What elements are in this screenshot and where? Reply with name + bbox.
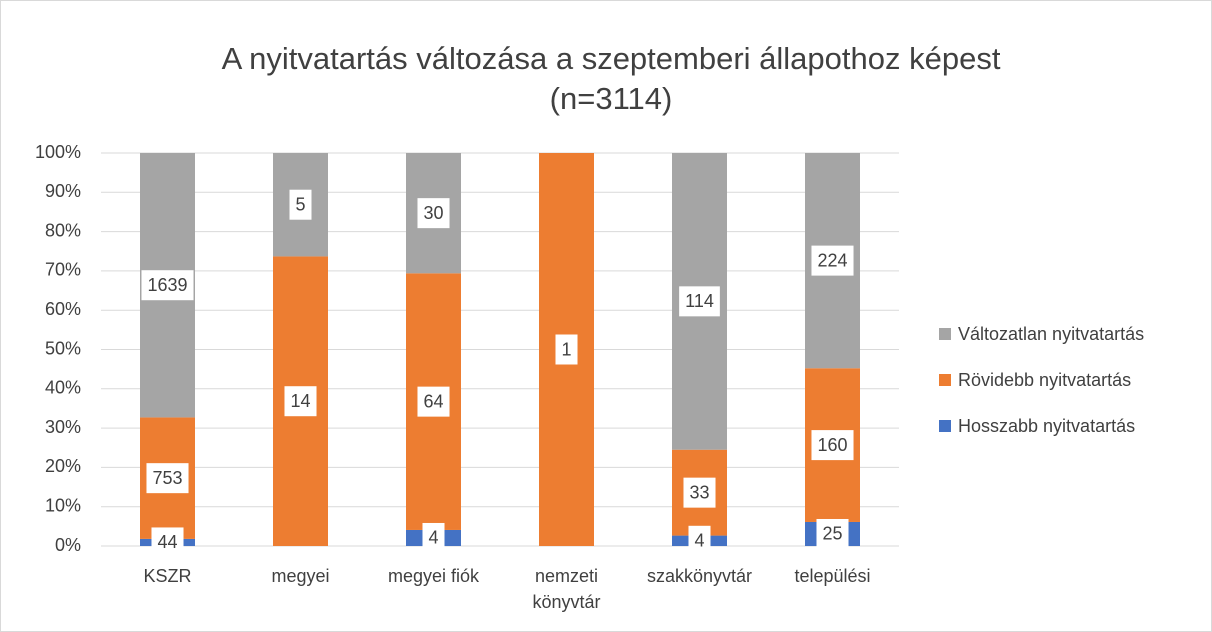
data-label: 5 bbox=[295, 194, 305, 214]
x-tick-label: KSZR bbox=[143, 566, 192, 586]
y-tick-label: 60% bbox=[45, 299, 81, 319]
data-label-box bbox=[417, 386, 450, 417]
y-tick-label: 40% bbox=[45, 378, 81, 398]
data-label: 1 bbox=[561, 339, 571, 359]
x-tick-label: megyei bbox=[271, 566, 330, 586]
data-label: 160 bbox=[817, 435, 847, 455]
data-label: 30 bbox=[423, 203, 443, 223]
x-tick-label: nemzeti könyvtár bbox=[532, 566, 601, 612]
y-tick-label: 30% bbox=[45, 417, 81, 437]
data-label-box bbox=[141, 270, 194, 301]
data-label: 4 bbox=[694, 531, 704, 551]
data-label: 1639 bbox=[147, 275, 187, 295]
data-label-box bbox=[284, 386, 317, 417]
x-tick-label: megyei fiók bbox=[387, 566, 480, 586]
data-label: 64 bbox=[423, 391, 443, 411]
y-tick-label: 50% bbox=[45, 338, 81, 358]
data-label: 224 bbox=[817, 250, 847, 270]
y-tick-label: 20% bbox=[45, 456, 81, 476]
legend-swatch bbox=[939, 420, 951, 432]
data-label-box bbox=[422, 522, 445, 553]
data-label-box bbox=[146, 463, 189, 494]
data-label: 753 bbox=[152, 468, 182, 488]
legend-label: Rövidebb nyitvatartás bbox=[958, 370, 1131, 390]
data-label-box bbox=[555, 334, 578, 365]
data-label-box bbox=[688, 525, 711, 556]
data-label-box bbox=[816, 518, 849, 549]
data-label: 25 bbox=[822, 524, 842, 544]
x-tick-label: szakkönyvtár bbox=[646, 566, 753, 586]
data-label: 33 bbox=[689, 482, 709, 502]
x-tick-label: települési bbox=[794, 566, 871, 586]
y-tick-label: 70% bbox=[45, 260, 81, 280]
data-label-box bbox=[679, 286, 720, 317]
legend-swatch bbox=[939, 328, 951, 340]
legend-label: Hosszabb nyitvatartás bbox=[958, 416, 1135, 436]
y-tick-label: 100% bbox=[35, 142, 81, 162]
y-tick-label: 90% bbox=[45, 181, 81, 201]
data-label-box bbox=[151, 527, 184, 558]
data-label-box bbox=[289, 189, 312, 220]
y-tick-label: 80% bbox=[45, 220, 81, 240]
data-label: 114 bbox=[685, 291, 714, 311]
data-label-box bbox=[417, 198, 450, 229]
legend-label: Változatlan nyitvatartás bbox=[958, 324, 1144, 344]
data-label-box bbox=[811, 430, 854, 461]
data-label-box bbox=[811, 245, 854, 276]
y-tick-label: 0% bbox=[55, 535, 81, 555]
data-label-box bbox=[683, 477, 716, 508]
data-label: 14 bbox=[290, 391, 310, 411]
legend-swatch bbox=[939, 374, 951, 386]
chart-title: A nyitvatartás változása a szeptemberi á… bbox=[221, 41, 1001, 116]
data-label: 4 bbox=[428, 528, 438, 548]
y-tick-label: 10% bbox=[45, 495, 81, 515]
data-label: 44 bbox=[157, 532, 177, 552]
